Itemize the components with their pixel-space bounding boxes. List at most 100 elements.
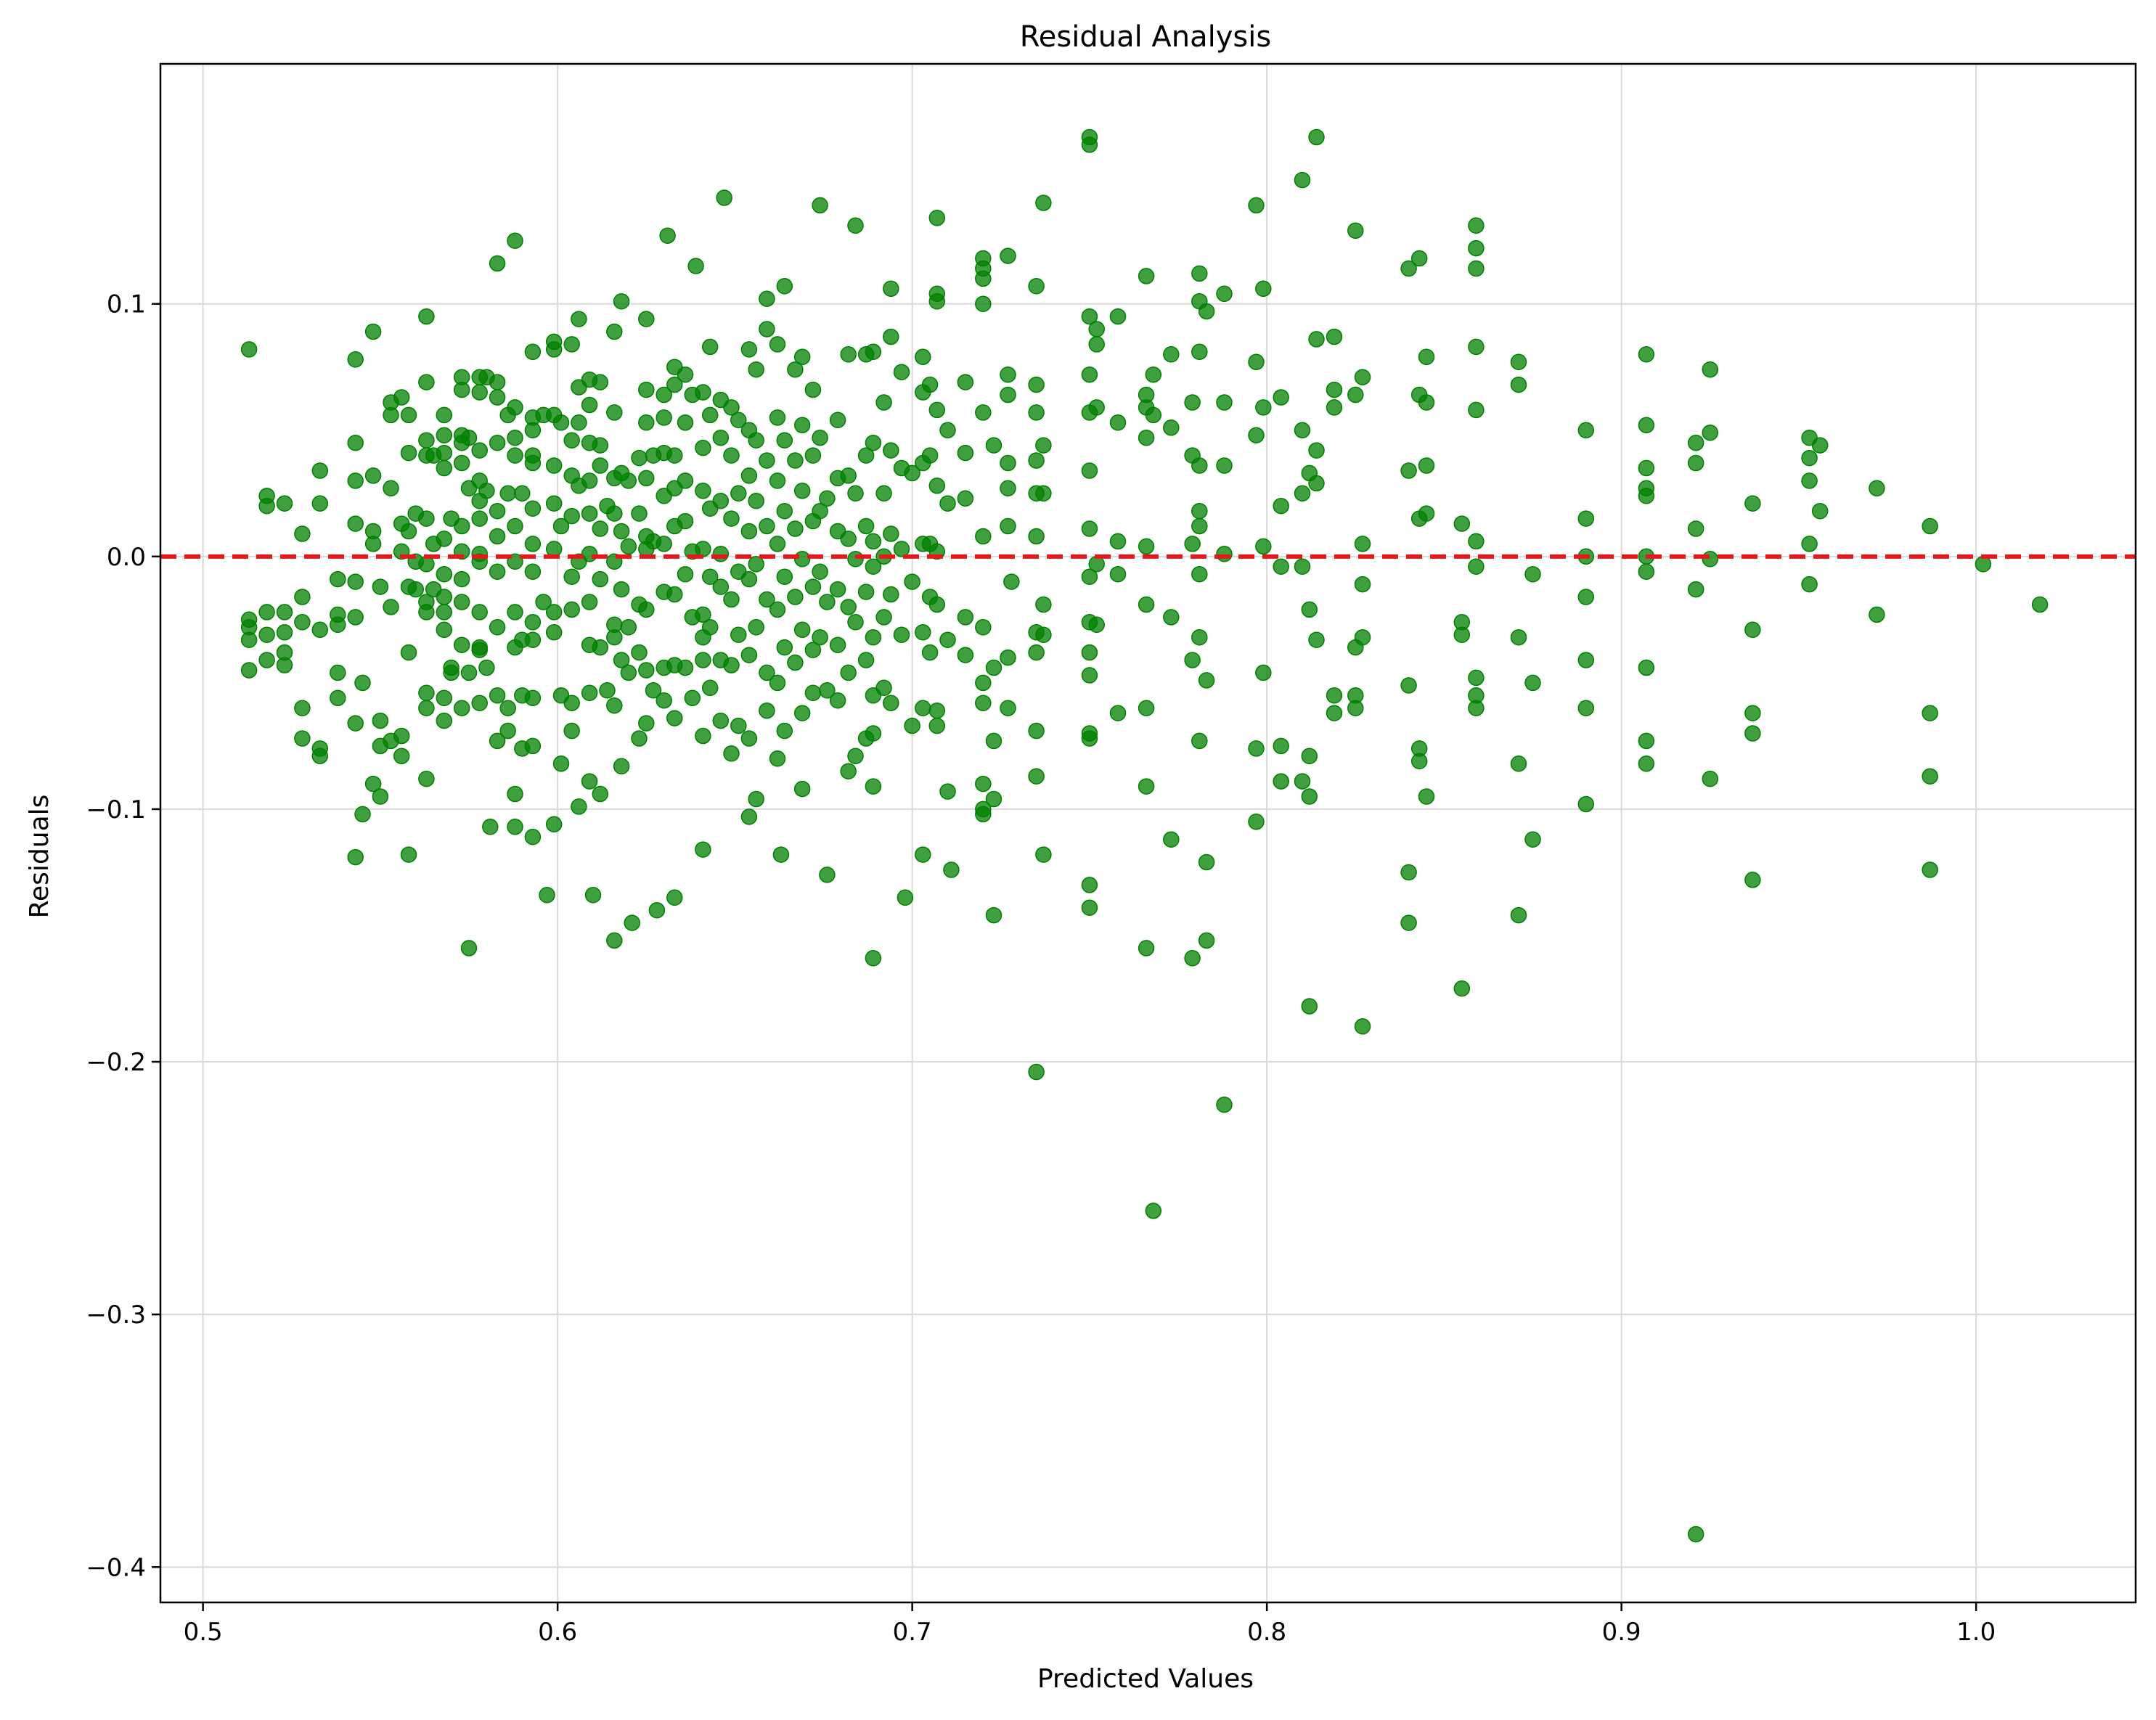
data-point xyxy=(571,798,587,815)
data-point xyxy=(915,624,931,641)
data-point xyxy=(865,558,882,575)
data-point xyxy=(695,841,711,858)
data-point xyxy=(524,454,542,472)
data-point xyxy=(677,472,694,489)
data-point xyxy=(436,406,453,424)
data-point xyxy=(471,510,488,527)
data-point xyxy=(347,472,364,489)
data-point xyxy=(581,472,598,489)
data-point xyxy=(524,422,542,439)
data-point xyxy=(418,604,435,621)
x-axis-label: Predicted Values xyxy=(1037,1664,1254,1694)
data-point xyxy=(812,628,828,646)
data-point xyxy=(482,819,499,835)
data-point xyxy=(545,816,563,833)
data-point xyxy=(1418,348,1435,366)
data-point xyxy=(928,717,946,734)
data-point xyxy=(545,624,563,641)
data-point xyxy=(847,551,864,568)
data-point xyxy=(1109,533,1127,550)
data-point xyxy=(1347,700,1364,716)
data-point xyxy=(489,434,506,451)
data-point xyxy=(787,452,804,469)
data-point xyxy=(759,321,775,337)
data-point xyxy=(347,351,364,368)
data-point xyxy=(840,346,857,363)
data-point xyxy=(740,570,758,588)
data-point xyxy=(460,664,478,681)
data-point xyxy=(592,457,609,474)
data-point xyxy=(581,396,598,414)
y-axis-label: Residuals xyxy=(25,795,54,919)
data-point xyxy=(631,644,648,661)
data-point xyxy=(1163,346,1180,363)
data-point xyxy=(631,730,648,747)
data-point xyxy=(1163,609,1180,626)
data-point xyxy=(875,609,892,626)
data-point xyxy=(1577,700,1595,716)
data-point xyxy=(592,520,609,537)
data-point xyxy=(1000,700,1016,716)
data-point xyxy=(418,556,435,573)
data-point xyxy=(1577,795,1595,813)
data-point xyxy=(740,730,758,747)
data-point xyxy=(638,381,655,398)
data-point xyxy=(1000,366,1016,383)
data-point xyxy=(606,323,623,340)
data-point xyxy=(364,536,382,552)
data-point xyxy=(563,507,580,525)
data-point xyxy=(939,631,956,648)
data-point xyxy=(478,483,495,499)
data-point xyxy=(545,457,563,474)
data-point xyxy=(489,255,506,272)
data-point xyxy=(1922,861,1938,878)
data-point xyxy=(865,950,882,967)
data-point xyxy=(372,578,389,595)
data-point xyxy=(436,459,453,477)
data-point xyxy=(1922,768,1938,785)
data-point xyxy=(1524,831,1541,848)
data-point xyxy=(1400,677,1417,694)
data-point xyxy=(656,386,672,404)
data-point xyxy=(1468,558,1485,575)
data-point xyxy=(383,406,399,424)
data-point xyxy=(581,505,598,522)
data-point xyxy=(1744,872,1761,888)
data-point xyxy=(620,472,637,489)
data-point xyxy=(1510,376,1527,393)
data-point xyxy=(1975,556,1992,573)
data-point xyxy=(507,819,523,835)
data-point xyxy=(759,290,775,307)
data-point xyxy=(1109,565,1127,583)
data-point xyxy=(975,270,992,287)
data-point xyxy=(592,639,609,656)
data-point xyxy=(1138,596,1155,613)
data-point xyxy=(1028,278,1045,295)
data-point xyxy=(883,586,899,603)
data-point xyxy=(769,472,786,489)
data-point xyxy=(471,442,488,459)
data-point xyxy=(1184,394,1201,411)
data-point xyxy=(875,679,892,697)
data-point xyxy=(1308,475,1325,492)
data-point xyxy=(1191,565,1208,583)
data-point xyxy=(311,462,329,479)
chart-title: Residual Analysis xyxy=(1020,20,1271,54)
data-point xyxy=(1922,705,1938,721)
data-point xyxy=(957,444,974,462)
data-point xyxy=(383,599,399,615)
data-point xyxy=(840,763,857,779)
data-point xyxy=(1003,573,1020,590)
data-point xyxy=(1468,239,1485,257)
data-point xyxy=(939,783,956,800)
data-point xyxy=(1638,417,1655,434)
data-point xyxy=(507,232,523,249)
data-point xyxy=(1400,260,1417,277)
data-point xyxy=(1088,616,1105,634)
data-point xyxy=(957,374,974,390)
data-point xyxy=(1184,652,1201,668)
data-point xyxy=(507,429,523,446)
data-point xyxy=(793,780,811,798)
data-point xyxy=(1081,520,1098,537)
